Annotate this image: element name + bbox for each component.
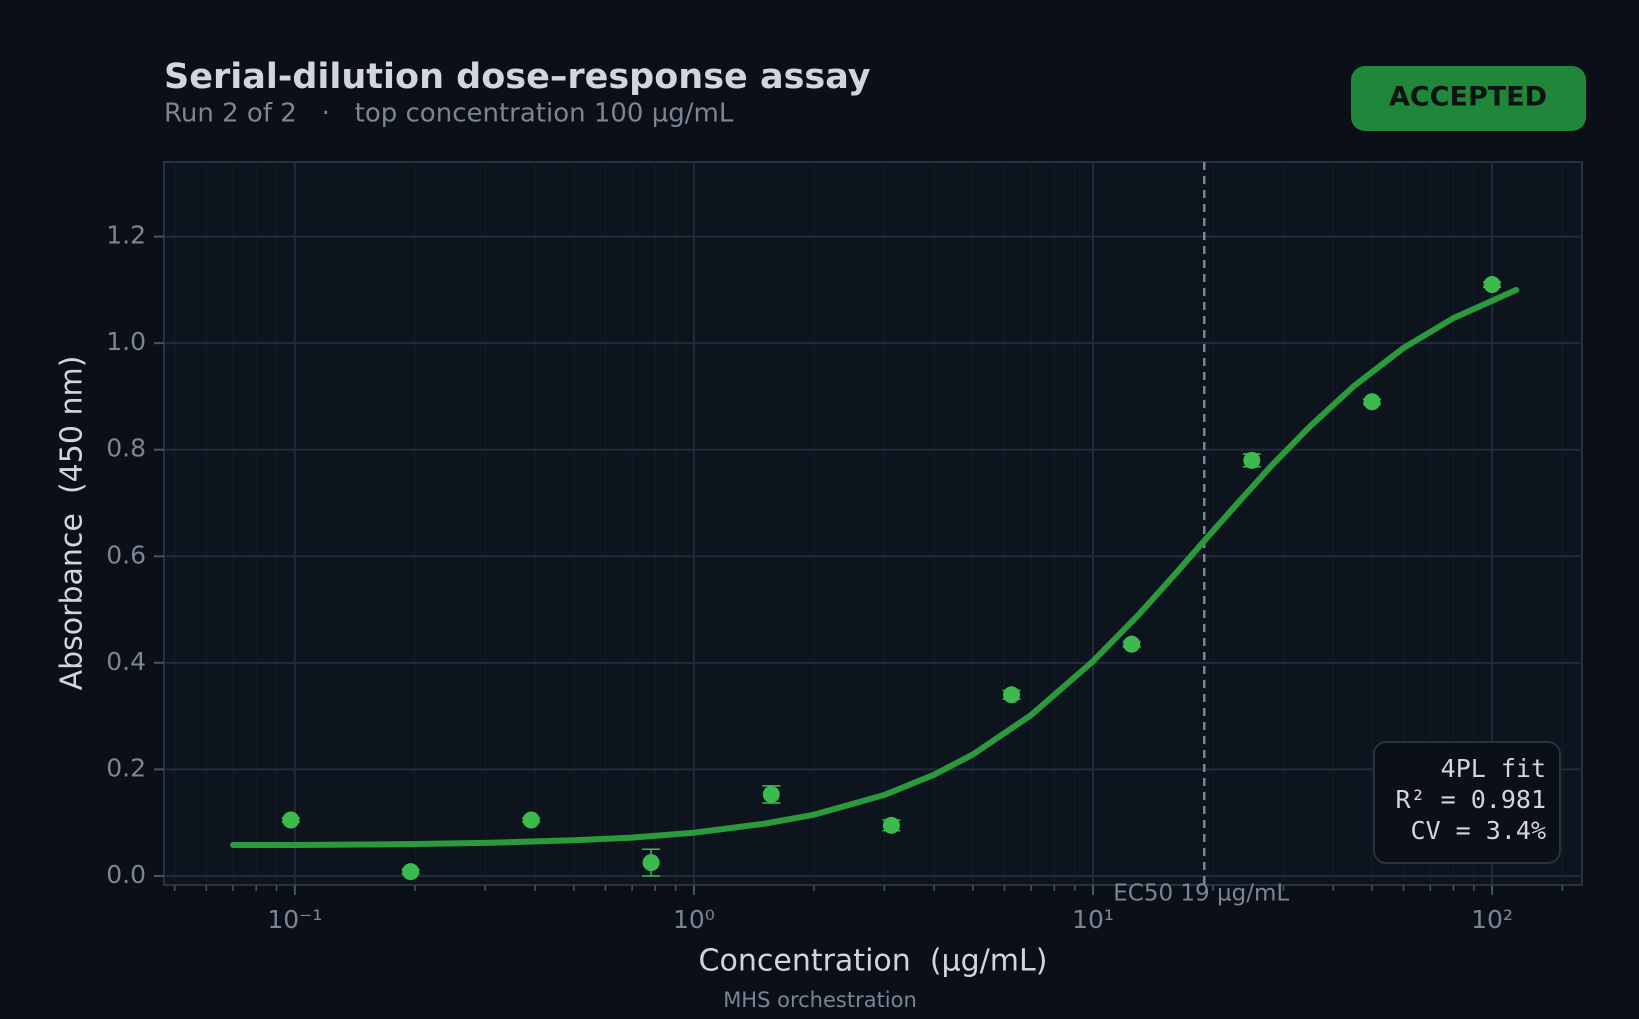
status-text: ACCEPTED bbox=[1389, 82, 1547, 113]
plot-layer: 10⁻¹ 10⁰ 10¹ 10² 0.0 0.2 0.4 0.6 0.8 1.0 1.2 EC50 1… bbox=[106, 162, 1582, 934]
y-tick-label: 0.4 bbox=[106, 647, 146, 676]
fit-stat: R² = 0.981 bbox=[1395, 785, 1546, 814]
x-tick-label: 10⁰ bbox=[673, 905, 715, 934]
x-axis-label: Concentration (µg/mL) bbox=[699, 944, 1048, 979]
x-tick-label: 10¹ bbox=[1072, 905, 1114, 934]
y-tick-label: 1.2 bbox=[106, 221, 146, 250]
y-tick-label: 0.2 bbox=[106, 753, 146, 782]
ec50-label: EC50 19 µg/mL bbox=[1113, 881, 1289, 907]
y-axis-label: Absorbance (450 nm) bbox=[55, 356, 90, 691]
data-point bbox=[642, 854, 660, 872]
chart-subtitle: Run 2 of 2 · top concentration 100 µg/mL bbox=[164, 99, 734, 129]
fit-box bbox=[1373, 741, 1561, 864]
data-point bbox=[282, 811, 300, 829]
y-tick-label: 0.0 bbox=[106, 860, 146, 889]
footer: MHS orchestration bbox=[723, 988, 917, 1012]
data-point bbox=[1003, 686, 1021, 704]
status-badge bbox=[1351, 66, 1586, 131]
data-point bbox=[762, 785, 780, 803]
data-point bbox=[1483, 276, 1501, 294]
data-point bbox=[522, 811, 540, 829]
data-point bbox=[882, 816, 900, 834]
data-point bbox=[1363, 393, 1381, 411]
data-point bbox=[1243, 451, 1261, 469]
chart-title: Serial-dilution dose–response assay bbox=[164, 57, 871, 97]
fit-stat: CV = 3.4% bbox=[1411, 816, 1546, 845]
data-point bbox=[402, 863, 420, 881]
y-tick-label: 0.6 bbox=[106, 540, 146, 569]
x-tick-label: 10² bbox=[1471, 905, 1513, 934]
x-tick-label: 10⁻¹ bbox=[267, 905, 322, 934]
plot-area bbox=[163, 161, 1583, 886]
fit-stat: 4PL fit bbox=[1441, 754, 1546, 783]
y-tick-label: 1.0 bbox=[106, 327, 146, 356]
fit-curve bbox=[230, 286, 1520, 849]
data-point bbox=[1123, 635, 1141, 653]
y-tick-label: 0.8 bbox=[106, 434, 146, 463]
